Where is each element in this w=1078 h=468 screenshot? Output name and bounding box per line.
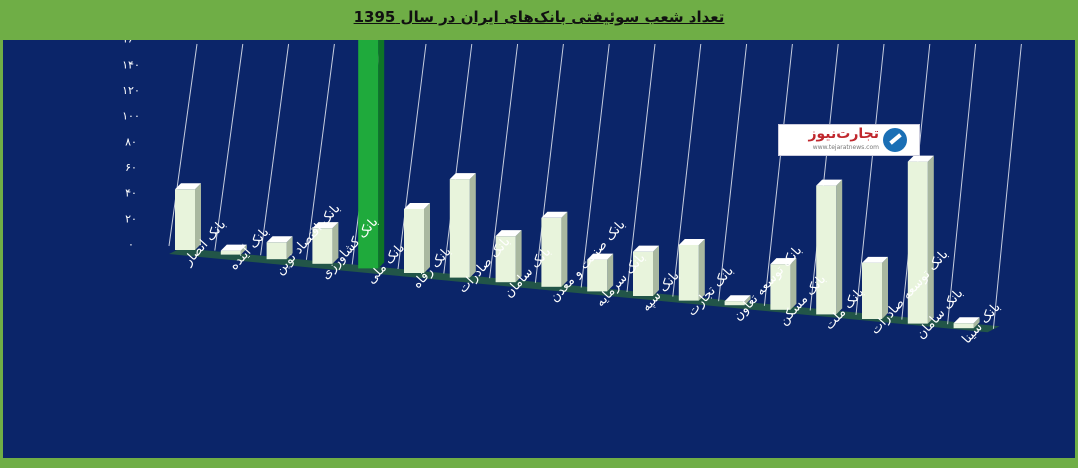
bar-top: [816, 179, 843, 186]
gridline: [947, 43, 977, 325]
gridline: [443, 43, 473, 274]
footer-bar: [0, 458, 1078, 468]
bar-top: [404, 202, 430, 209]
y-tick-label: ۱۶۰: [122, 40, 140, 46]
chart-floor: [169, 248, 1000, 333]
bar-top: [220, 244, 247, 251]
bar-side: [744, 295, 751, 306]
bar-side: [698, 238, 705, 301]
gridline: [763, 43, 793, 306]
logo-url: www.tejaratnews.com: [812, 144, 879, 151]
header-bar: تعداد شعب سوئیفتی بانک‌های ایران در سال …: [0, 0, 1078, 38]
bar-top: [587, 253, 614, 260]
bar: [220, 250, 241, 255]
bar: [358, 40, 379, 269]
gridline: [214, 43, 244, 251]
gridline: [260, 43, 290, 256]
bar-top: [862, 256, 888, 263]
gridline: [305, 43, 335, 260]
gridline: [397, 43, 427, 270]
gridline: [534, 43, 564, 283]
bar: [495, 236, 516, 283]
bar-top: [449, 173, 476, 180]
bar-side: [607, 253, 614, 292]
bar-side: [836, 179, 843, 315]
y-tick-label: ۲۰: [125, 212, 137, 225]
bar: [404, 208, 424, 273]
bar-side: [882, 256, 888, 319]
bar-top: [770, 258, 797, 265]
gridline: [168, 43, 198, 247]
tejarat-news-logo: تجارت‌نیوز www.tejaratnews.com: [778, 124, 920, 156]
bar-side: [653, 245, 659, 296]
bar: [816, 185, 837, 315]
bar: [587, 259, 608, 292]
y-tick-label: ۸۰: [125, 135, 137, 148]
y-tick-label: ۱۰۰: [122, 110, 140, 123]
gridline: [992, 43, 1022, 329]
gridline: [580, 43, 610, 288]
logo-text: تجارت‌نیوز: [808, 126, 879, 142]
bar-top: [953, 317, 980, 324]
chart-title: تعداد شعب سوئیفتی بانک‌های ایران در سال …: [353, 8, 725, 26]
bar: [770, 264, 791, 310]
y-tick-label: ۴۰: [125, 187, 137, 200]
bar-side: [561, 211, 568, 287]
bar: [541, 217, 562, 287]
bar-side: [240, 244, 247, 255]
bar: [175, 189, 195, 250]
bar: [862, 262, 882, 319]
bar-side: [973, 317, 980, 329]
bar-top: [175, 183, 201, 190]
bar: [449, 179, 470, 278]
logo-mark-icon: [883, 128, 907, 152]
bar-top: [724, 295, 751, 302]
gridline: [855, 43, 885, 316]
bar-top: [266, 236, 293, 243]
bar-side: [515, 230, 522, 283]
gridline: [672, 43, 702, 297]
y-tick-label: ۰: [128, 238, 134, 251]
bar-top: [495, 230, 522, 237]
bar-side: [332, 222, 339, 264]
bar: [266, 242, 287, 260]
bar-side: [195, 183, 201, 250]
bar-side: [378, 40, 385, 269]
bar: [907, 161, 928, 324]
bar-top: [312, 222, 339, 229]
bar-side: [927, 155, 934, 324]
bar: [312, 228, 333, 264]
bar: [724, 301, 745, 306]
y-tick-label: ۱۴۰: [122, 58, 140, 71]
bar-side: [424, 202, 430, 273]
bar-side: [790, 258, 797, 310]
gridline: [718, 43, 748, 302]
y-tick-label: ۶۰: [125, 161, 137, 174]
bar-top: [678, 238, 705, 245]
gridline: [626, 43, 656, 293]
bar: [678, 244, 699, 301]
gridline: [809, 43, 839, 311]
bar: [633, 251, 653, 296]
bar-top: [633, 245, 659, 252]
bar-side: [469, 173, 476, 278]
bar-top: [907, 155, 934, 162]
y-tick-label: ۱۲۰: [122, 84, 140, 97]
bar-side: [286, 236, 293, 260]
bar-top: [541, 211, 568, 218]
gridline: [489, 43, 519, 279]
bar: [953, 323, 974, 329]
